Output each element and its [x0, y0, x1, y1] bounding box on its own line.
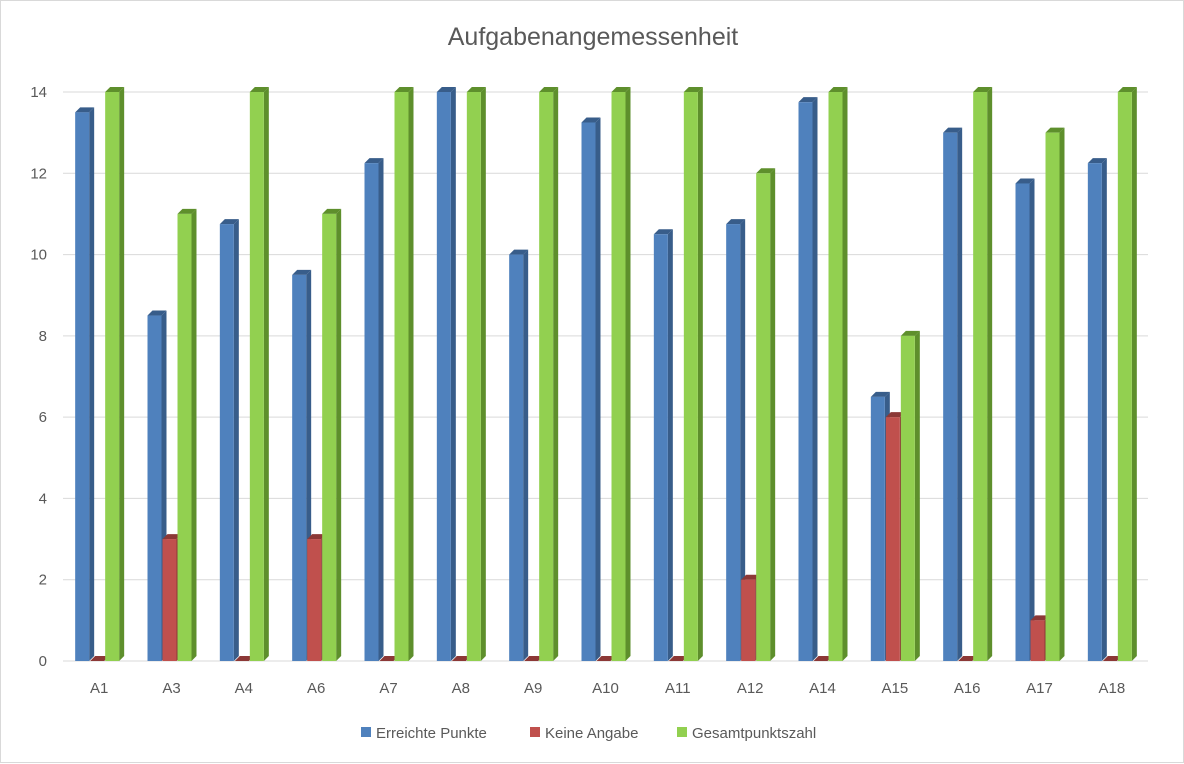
legend-swatch [530, 727, 540, 737]
bar [75, 107, 95, 662]
x-tick-label: A15 [881, 680, 908, 697]
chart-title: Aufgabenangemessenheit [448, 23, 739, 51]
x-tick-label: A9 [524, 680, 542, 697]
y-tick-label: 14 [30, 84, 47, 101]
legend-label: Gesamtpunktszahl [692, 725, 816, 742]
y-tick-label: 2 [39, 572, 47, 589]
legend-item: Erreichte Punkte [361, 725, 487, 742]
bar [973, 87, 993, 661]
bar [813, 656, 833, 661]
bar [900, 330, 920, 661]
x-tick-label: A3 [162, 680, 180, 697]
bar [539, 87, 559, 661]
bar [581, 117, 601, 662]
y-tick-label: 0 [39, 653, 47, 670]
bar [596, 656, 616, 661]
legend: Erreichte Punkte Keine Angabe Gesamtpunkts… [361, 725, 816, 742]
y-tick-label: 6 [39, 409, 47, 426]
x-axis-ticks: A1 A3 A4 A6 A7 A8 A9 A10 A11 A12 A14 A15 A16 A17 A18 [90, 680, 1125, 697]
x-tick-label: A6 [307, 680, 325, 697]
legend-item: Keine Angabe [530, 725, 638, 742]
bar [1102, 656, 1122, 661]
x-tick-label: A1 [90, 680, 108, 697]
gridlines [63, 91, 1148, 662]
bar [683, 87, 703, 661]
bar [466, 87, 486, 661]
bar [177, 208, 197, 661]
y-tick-label: 10 [30, 247, 47, 264]
bar [509, 249, 529, 662]
bar [234, 656, 254, 661]
legend-swatch [361, 727, 371, 737]
x-tick-label: A10 [592, 680, 619, 697]
legend-label: Erreichte Punkte [376, 725, 487, 742]
bar [1045, 127, 1065, 662]
bar [105, 87, 125, 661]
x-tick-label: A17 [1026, 680, 1053, 697]
x-tick-label: A7 [379, 680, 397, 697]
bar [756, 168, 776, 662]
x-tick-label: A11 [665, 680, 691, 697]
y-tick-label: 4 [39, 490, 47, 507]
bar [451, 656, 471, 661]
bar [1087, 158, 1107, 661]
bar [1117, 87, 1137, 661]
bar [943, 127, 963, 662]
x-tick-label: A12 [737, 680, 764, 697]
bar [436, 87, 456, 661]
bar [611, 87, 631, 661]
y-tick-label: 8 [39, 328, 47, 345]
bar [828, 87, 848, 661]
bar [668, 656, 688, 661]
bar [364, 158, 384, 661]
bars [75, 87, 1137, 662]
bar [653, 229, 673, 661]
bar [322, 208, 342, 661]
bar [90, 656, 110, 661]
bar [1015, 178, 1035, 662]
bar [379, 656, 399, 661]
bar [958, 656, 978, 661]
bar [798, 97, 818, 662]
bar [249, 87, 269, 661]
x-tick-label: A14 [809, 680, 836, 697]
x-tick-label: A8 [452, 680, 470, 697]
y-tick-label: 12 [30, 165, 47, 182]
bar [394, 87, 414, 661]
bar [726, 219, 746, 661]
y-axis-ticks: 0 2 4 6 8 10 12 14 [30, 84, 47, 670]
legend-item: Gesamtpunktszahl [677, 725, 816, 742]
x-tick-label: A4 [235, 680, 253, 697]
bar [219, 219, 239, 661]
x-tick-label: A18 [1098, 680, 1125, 697]
bar [524, 656, 544, 661]
legend-label: Keine Angabe [545, 725, 638, 742]
legend-swatch [677, 727, 687, 737]
x-tick-label: A16 [954, 680, 981, 697]
